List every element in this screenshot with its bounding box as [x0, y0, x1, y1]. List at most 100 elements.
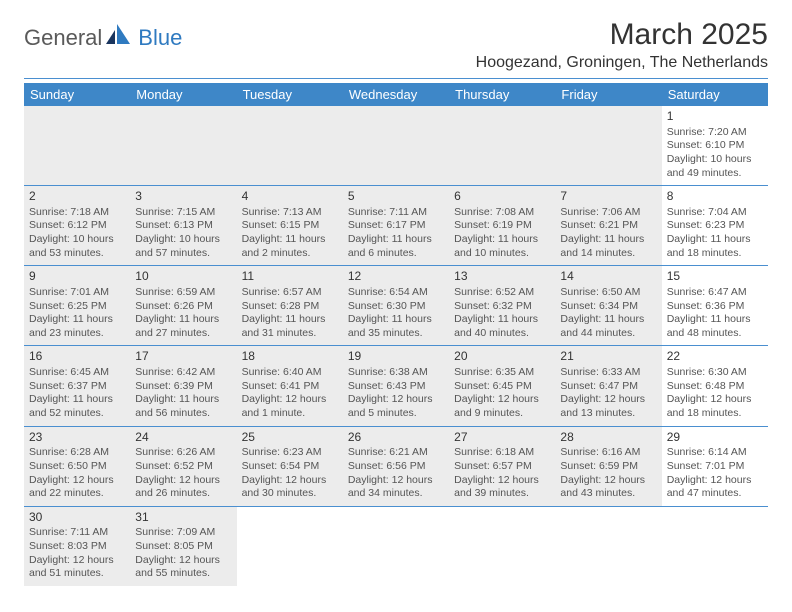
day-number: 5 [348, 189, 444, 205]
day-number: 19 [348, 349, 444, 365]
day-number: 18 [242, 349, 338, 365]
daylight-text: Daylight: 11 hours and 40 minutes. [454, 313, 550, 340]
sunset-text: Sunset: 8:03 PM [29, 540, 125, 554]
daylight-text: Daylight: 12 hours and 47 minutes. [667, 474, 763, 501]
calendar-cell: 2Sunrise: 7:18 AMSunset: 6:12 PMDaylight… [24, 186, 130, 265]
sunrise-text: Sunrise: 6:57 AM [242, 286, 338, 300]
day-number: 26 [348, 430, 444, 446]
day-number: 10 [135, 269, 231, 285]
sunset-text: Sunset: 6:19 PM [454, 219, 550, 233]
calendar-week: 2Sunrise: 7:18 AMSunset: 6:12 PMDaylight… [24, 186, 768, 266]
calendar-cell-empty [555, 106, 661, 185]
sunset-text: Sunset: 6:28 PM [242, 300, 338, 314]
sunrise-text: Sunrise: 6:30 AM [667, 366, 763, 380]
calendar-week: 1Sunrise: 7:20 AMSunset: 6:10 PMDaylight… [24, 106, 768, 186]
calendar-cell: 21Sunrise: 6:33 AMSunset: 6:47 PMDayligh… [555, 346, 661, 425]
day-number: 4 [242, 189, 338, 205]
daylight-text: Daylight: 12 hours and 34 minutes. [348, 474, 444, 501]
title-block: March 2025 Hoogezand, Groningen, The Net… [476, 18, 768, 72]
daylight-text: Daylight: 11 hours and 10 minutes. [454, 233, 550, 260]
daylight-text: Daylight: 12 hours and 5 minutes. [348, 393, 444, 420]
calendar-cell: 23Sunrise: 6:28 AMSunset: 6:50 PMDayligh… [24, 427, 130, 506]
logo-sail-icon [106, 24, 132, 51]
day-number: 16 [29, 349, 125, 365]
calendar-week: 23Sunrise: 6:28 AMSunset: 6:50 PMDayligh… [24, 427, 768, 507]
calendar-cell-empty [343, 106, 449, 185]
daylight-text: Daylight: 12 hours and 9 minutes. [454, 393, 550, 420]
sunrise-text: Sunrise: 6:45 AM [29, 366, 125, 380]
sunrise-text: Sunrise: 7:08 AM [454, 206, 550, 220]
sunrise-text: Sunrise: 7:15 AM [135, 206, 231, 220]
calendar-cell-empty [237, 507, 343, 586]
sunset-text: Sunset: 6:23 PM [667, 219, 763, 233]
day-number: 24 [135, 430, 231, 446]
sunrise-text: Sunrise: 7:04 AM [667, 206, 763, 220]
calendar-cell: 27Sunrise: 6:18 AMSunset: 6:57 PMDayligh… [449, 427, 555, 506]
day-number: 28 [560, 430, 656, 446]
day-number: 6 [454, 189, 550, 205]
calendar-cell: 10Sunrise: 6:59 AMSunset: 6:26 PMDayligh… [130, 266, 236, 345]
calendar-cell-empty [449, 507, 555, 586]
daylight-text: Daylight: 12 hours and 43 minutes. [560, 474, 656, 501]
sunrise-text: Sunrise: 6:16 AM [560, 446, 656, 460]
day-number: 12 [348, 269, 444, 285]
calendar-cell: 31Sunrise: 7:09 AMSunset: 8:05 PMDayligh… [130, 507, 236, 586]
daylight-text: Daylight: 11 hours and 56 minutes. [135, 393, 231, 420]
day-number: 23 [29, 430, 125, 446]
calendar-cell-empty [24, 106, 130, 185]
sunrise-text: Sunrise: 6:59 AM [135, 286, 231, 300]
day-number: 7 [560, 189, 656, 205]
calendar-week: 16Sunrise: 6:45 AMSunset: 6:37 PMDayligh… [24, 346, 768, 426]
daylight-text: Daylight: 11 hours and 44 minutes. [560, 313, 656, 340]
calendar-cell-empty [662, 507, 768, 586]
sunrise-text: Sunrise: 6:42 AM [135, 366, 231, 380]
day-number: 31 [135, 510, 231, 526]
sunrise-text: Sunrise: 6:38 AM [348, 366, 444, 380]
sunrise-text: Sunrise: 7:01 AM [29, 286, 125, 300]
sunset-text: Sunset: 6:47 PM [560, 380, 656, 394]
calendar-cell-empty [237, 106, 343, 185]
calendar-cell-empty [449, 106, 555, 185]
sunset-text: Sunset: 6:15 PM [242, 219, 338, 233]
day-number: 21 [560, 349, 656, 365]
sunrise-text: Sunrise: 6:21 AM [348, 446, 444, 460]
calendar-cell: 17Sunrise: 6:42 AMSunset: 6:39 PMDayligh… [130, 346, 236, 425]
calendar-cell: 15Sunrise: 6:47 AMSunset: 6:36 PMDayligh… [662, 266, 768, 345]
calendar-cell: 25Sunrise: 6:23 AMSunset: 6:54 PMDayligh… [237, 427, 343, 506]
day-number: 17 [135, 349, 231, 365]
weekday-header: Saturday [662, 83, 768, 106]
calendar-cell: 6Sunrise: 7:08 AMSunset: 6:19 PMDaylight… [449, 186, 555, 265]
sunrise-text: Sunrise: 7:20 AM [667, 126, 763, 140]
daylight-text: Daylight: 10 hours and 49 minutes. [667, 153, 763, 180]
calendar-cell: 30Sunrise: 7:11 AMSunset: 8:03 PMDayligh… [24, 507, 130, 586]
calendar-cell: 1Sunrise: 7:20 AMSunset: 6:10 PMDaylight… [662, 106, 768, 185]
logo-text-blue: Blue [138, 25, 182, 51]
sunrise-text: Sunrise: 6:28 AM [29, 446, 125, 460]
sunrise-text: Sunrise: 6:47 AM [667, 286, 763, 300]
sunset-text: Sunset: 6:32 PM [454, 300, 550, 314]
location-label: Hoogezand, Groningen, The Netherlands [476, 54, 768, 72]
calendar-cell: 12Sunrise: 6:54 AMSunset: 6:30 PMDayligh… [343, 266, 449, 345]
weekday-header: Tuesday [237, 83, 343, 106]
sunset-text: Sunset: 6:57 PM [454, 460, 550, 474]
calendar-cell: 18Sunrise: 6:40 AMSunset: 6:41 PMDayligh… [237, 346, 343, 425]
sunrise-text: Sunrise: 6:23 AM [242, 446, 338, 460]
daylight-text: Daylight: 12 hours and 55 minutes. [135, 554, 231, 581]
day-number: 20 [454, 349, 550, 365]
sunset-text: Sunset: 6:39 PM [135, 380, 231, 394]
calendar-cell-empty [343, 507, 449, 586]
calendar-cell-empty [130, 106, 236, 185]
day-number: 2 [29, 189, 125, 205]
calendar-cell: 16Sunrise: 6:45 AMSunset: 6:37 PMDayligh… [24, 346, 130, 425]
day-number: 22 [667, 349, 763, 365]
weekday-header: Thursday [449, 83, 555, 106]
daylight-text: Daylight: 12 hours and 1 minute. [242, 393, 338, 420]
sunset-text: Sunset: 6:30 PM [348, 300, 444, 314]
calendar-cell: 14Sunrise: 6:50 AMSunset: 6:34 PMDayligh… [555, 266, 661, 345]
daylight-text: Daylight: 12 hours and 13 minutes. [560, 393, 656, 420]
calendar-cell-empty [555, 507, 661, 586]
sunset-text: Sunset: 6:21 PM [560, 219, 656, 233]
sunrise-text: Sunrise: 6:52 AM [454, 286, 550, 300]
daylight-text: Daylight: 11 hours and 27 minutes. [135, 313, 231, 340]
sunrise-text: Sunrise: 6:18 AM [454, 446, 550, 460]
